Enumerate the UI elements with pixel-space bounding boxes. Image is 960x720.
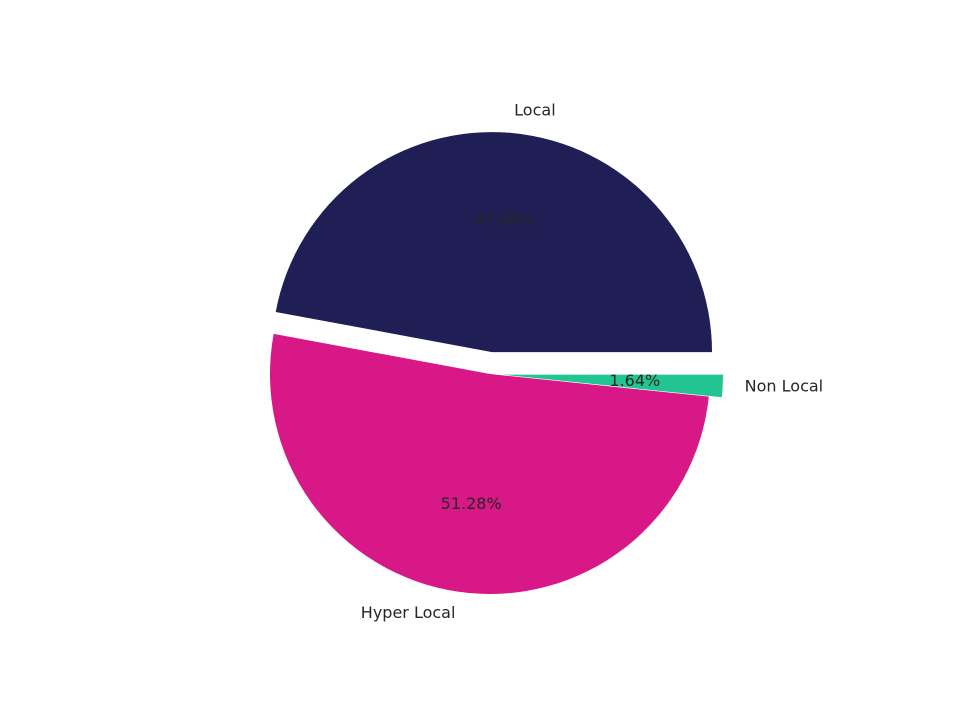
pie-slice <box>275 132 713 353</box>
slice-label: Local <box>514 101 555 120</box>
pie-slice <box>270 333 709 594</box>
percent-label: 1.64% <box>609 371 660 390</box>
slice-label: Non Local <box>745 377 823 396</box>
percent-label: 51.28% <box>441 494 502 513</box>
pie-slice <box>502 374 723 398</box>
slice-label: Hyper Local <box>361 603 456 622</box>
percent-label: 47.08% <box>474 210 535 229</box>
